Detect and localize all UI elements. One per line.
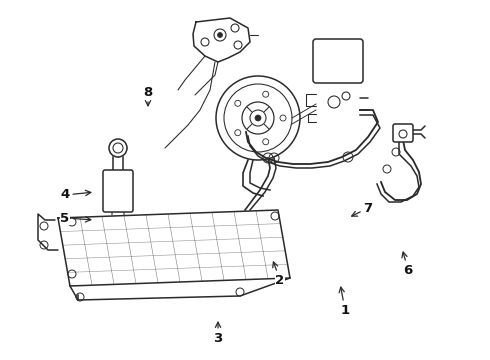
Text: 3: 3 [213, 322, 222, 345]
FancyBboxPatch shape [393, 124, 413, 142]
Polygon shape [58, 210, 290, 286]
Text: 5: 5 [60, 211, 91, 225]
Circle shape [218, 32, 222, 37]
FancyBboxPatch shape [103, 170, 133, 212]
Text: 8: 8 [144, 85, 152, 106]
Text: 1: 1 [339, 287, 349, 316]
Circle shape [109, 139, 127, 157]
Text: 7: 7 [352, 202, 372, 216]
Polygon shape [193, 18, 250, 62]
Circle shape [255, 115, 261, 121]
Text: 2: 2 [273, 262, 285, 287]
Text: 4: 4 [60, 189, 91, 202]
Text: 6: 6 [402, 252, 413, 276]
FancyBboxPatch shape [313, 39, 363, 83]
